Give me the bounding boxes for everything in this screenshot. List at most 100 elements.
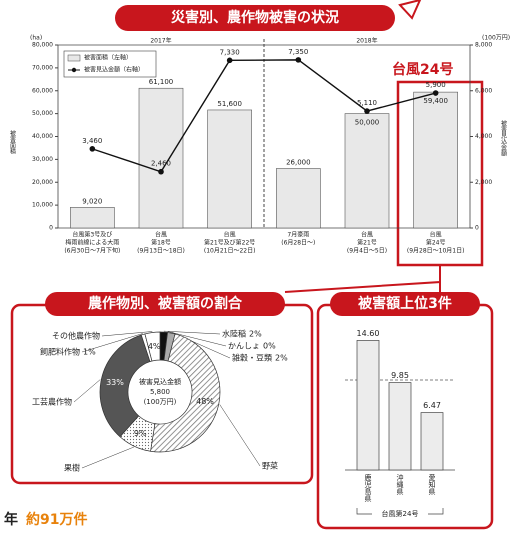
line-marker	[432, 90, 439, 96]
y-tick-label: 0	[49, 225, 53, 232]
chart-title: 災害別、農作物被害の状況	[171, 9, 339, 26]
bar-value-label: 50,000	[355, 119, 380, 127]
footer-prefix: 年	[4, 511, 18, 528]
x-tick-label: (10月21日〜22日)	[204, 248, 256, 255]
pie-slice	[144, 331, 161, 362]
y-label: 被害面積	[9, 129, 16, 155]
arrow	[284, 265, 441, 293]
x-tick-label: 台風第3号及び	[72, 231, 112, 239]
legend-label: 被害面積（左軸）	[84, 54, 132, 62]
pie-center-label: 5,800	[150, 388, 170, 396]
y-tick-label: 60,000	[32, 87, 53, 94]
pie-value-label: 48%	[196, 397, 214, 406]
bar	[207, 109, 252, 229]
line-marker	[158, 168, 164, 175]
footer-highlight: 約91万件	[26, 511, 87, 528]
x-tick-label: 愛知県	[428, 473, 436, 496]
y2-label: 被害見込金額	[500, 119, 507, 157]
pie-slice	[99, 334, 151, 438]
bar	[356, 340, 380, 471]
legend-swatch	[67, 54, 81, 62]
period-label: 2018年	[356, 37, 377, 45]
pie-value-label: 4%	[148, 342, 161, 351]
x-tick-label: (9月13日〜18日)	[137, 248, 185, 255]
line-marker	[89, 146, 96, 152]
x-tick-label: (9月4日〜5日)	[347, 248, 387, 255]
y-unit: (ha)	[30, 35, 42, 42]
pie-value-label: 2%	[275, 354, 288, 363]
pie-title: 農作物別、被害額の割合	[88, 295, 243, 312]
pie-center-label: 被害見込金額	[139, 377, 181, 386]
pie-slice	[150, 333, 221, 453]
x-tick-label: (6月30日〜7月下旬)	[64, 247, 120, 255]
title-banner	[115, 5, 395, 31]
y-tick-label: 10,000	[32, 202, 53, 209]
x-tick-label: 鹿児島県	[364, 473, 372, 503]
pie-value-label: 33%	[106, 378, 124, 387]
callout	[398, 0, 422, 20]
group-label: 台風第24号	[382, 509, 419, 518]
bar-value-label: 6.47	[423, 401, 441, 410]
y-tick-label: 30,000	[32, 156, 53, 163]
leader-line	[219, 404, 261, 467]
bar-value-label: 26,000	[286, 159, 311, 167]
y-tick-label: 80,000	[32, 42, 53, 49]
line	[92, 59, 436, 173]
pie-value-label: 0%	[263, 342, 276, 351]
annotation: 台風24号	[392, 61, 453, 78]
pie-label: 水陸稲	[222, 329, 246, 339]
bar-value-label: 59,400	[423, 97, 448, 105]
line-value-label: 7,350	[288, 48, 308, 56]
x-tick-label: (9月28日〜10月1日)	[407, 248, 465, 255]
bar-value-label: 9.85	[391, 371, 409, 380]
x-tick-label: 台風	[224, 231, 236, 239]
bar-value-label: 61,100	[149, 78, 174, 86]
line-value-label: 5,900	[426, 81, 446, 89]
pie-value-label: 9%	[134, 429, 147, 438]
x-tick-label: (6月28日〜)	[281, 240, 315, 247]
x-tick-label: 沖縄県	[396, 473, 404, 496]
legend-swatch	[71, 67, 77, 73]
pie-label: 果樹	[64, 463, 80, 473]
x-tick-label: 第21号	[357, 239, 377, 247]
bar-value-label: 51,600	[217, 100, 242, 108]
pie-value-label: 2%	[249, 330, 262, 339]
pie-label: 工芸農作物	[32, 397, 72, 407]
group-label-bg	[372, 509, 428, 519]
bar	[138, 87, 184, 229]
pie-label: かんしょ	[228, 342, 260, 351]
y2-tick-label: 8,000	[475, 42, 492, 49]
bar-banner	[330, 292, 480, 316]
y-tick-label: 40,000	[32, 133, 53, 140]
legend-label: 被害見込金額（右軸）	[84, 66, 144, 74]
bar	[413, 91, 458, 229]
pie-label: その他農作物	[52, 331, 100, 341]
bar	[344, 113, 390, 229]
bar	[70, 207, 115, 229]
line-value-label: 3,460	[82, 137, 102, 145]
x-tick-label: 7月豪雨	[287, 231, 309, 239]
pie-label: 雑穀・豆類	[232, 353, 272, 363]
bar-value-label: 14.60	[357, 329, 380, 338]
pie-banner	[45, 292, 285, 316]
y2-tick-label: 6,000	[475, 87, 492, 94]
x-tick-label: 第21号及び第22号	[204, 239, 255, 247]
pie-value-label: 1%	[83, 348, 96, 357]
bar	[420, 412, 444, 471]
line-value-label: 5,110	[357, 99, 377, 107]
x-tick-label: 第18号	[151, 239, 171, 247]
leader-line	[163, 330, 221, 335]
y2-tick-label: 2,000	[475, 179, 492, 186]
pie-label: 飼肥料作物	[40, 347, 80, 357]
x-tick-label: 台風	[361, 231, 373, 239]
y2-tick-label: 4,000	[475, 133, 492, 140]
x-tick-label: 台風	[155, 231, 167, 239]
leader-line	[167, 331, 227, 347]
bar	[388, 382, 412, 471]
y2-unit: (100万円)	[482, 35, 510, 42]
line-value-label: 7,330	[220, 48, 240, 56]
line-marker	[295, 57, 302, 63]
y-tick-label: 70,000	[32, 64, 53, 71]
bar	[276, 168, 321, 229]
